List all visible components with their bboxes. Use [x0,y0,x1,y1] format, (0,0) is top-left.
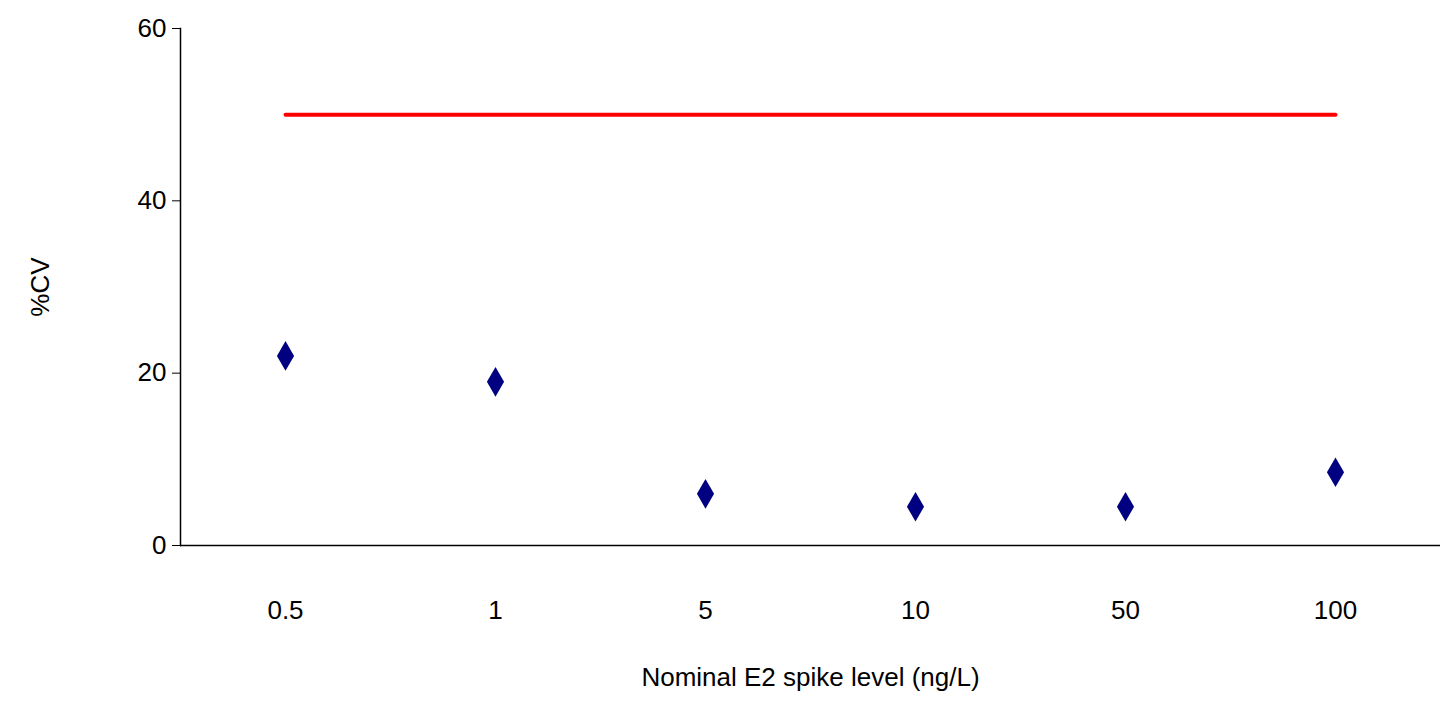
svg-text:Nominal E2 spike level (ng/L): Nominal E2 spike level (ng/L) [641,662,979,692]
svg-text:40: 40 [138,185,167,215]
svg-text:1: 1 [488,595,502,625]
svg-text:10: 10 [901,595,930,625]
svg-text:5: 5 [698,595,712,625]
svg-text:20: 20 [138,357,167,387]
svg-text:60: 60 [138,13,167,43]
svg-text:0.5: 0.5 [267,595,303,625]
svg-text:50: 50 [1111,595,1140,625]
svg-text:100: 100 [1314,595,1357,625]
svg-text:0: 0 [152,530,166,560]
svg-text:%CV: %CV [25,257,55,317]
